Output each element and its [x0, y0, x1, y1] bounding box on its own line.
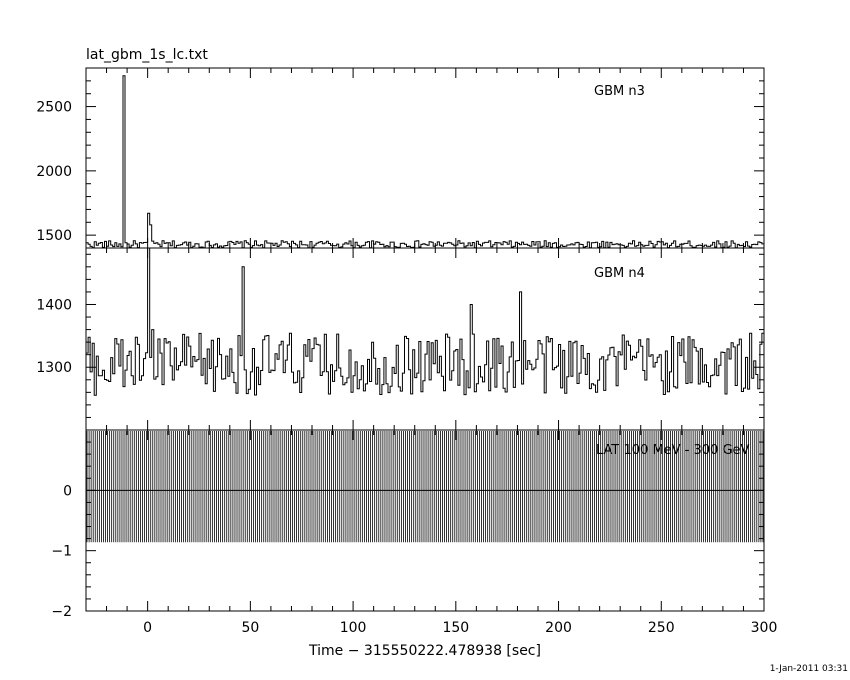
x-tick-label: 0	[143, 620, 152, 636]
y-tick-label: 2000	[36, 164, 72, 180]
y-tick-label: 1500	[36, 228, 72, 244]
panel-label-gbm-n4: GBM n4	[594, 266, 645, 281]
x-tick-label: 200	[545, 620, 572, 636]
y-tick-label: 1400	[36, 297, 72, 313]
x-tick-label: 50	[241, 620, 259, 636]
y-tick-label: −1	[51, 544, 72, 560]
chart-title: lat_gbm_1s_lc.txt	[86, 47, 208, 63]
x-axis-ticks: 0 50 100 150 200 250 300	[85, 68, 778, 636]
panel-lat: −2 −1 0 LAT 100 MeV - 300 GeV	[51, 431, 764, 620]
panel-label-gbm-n3: GBM n3	[594, 84, 645, 99]
panel-gbm-n4: 1300 1400 GBM n4	[36, 247, 764, 418]
lat-error-bars	[86, 431, 764, 543]
y-tick-label: 0	[63, 483, 72, 499]
y-tick-label: 2500	[36, 100, 72, 116]
x-tick-label: 250	[648, 620, 675, 636]
x-tick-label: 300	[751, 620, 778, 636]
plot-frame	[85, 67, 765, 612]
series-gbm-n4	[86, 247, 764, 396]
series-gbm-n3	[86, 75, 764, 249]
panel-label-lat: LAT 100 MeV - 300 GeV	[596, 443, 750, 458]
x-axis-label: Time − 315550222.478938 [sec]	[308, 643, 541, 659]
y-tick-label: 1300	[36, 360, 72, 376]
footer-timestamp: 1-Jan-2011 03:31	[770, 664, 848, 674]
panel-gbm-n3: 1500 2000 2500 GBM n3	[36, 75, 764, 249]
x-tick-label: 100	[340, 620, 367, 636]
x-tick-label: 150	[442, 620, 469, 636]
y-tick-label: −2	[51, 604, 72, 620]
